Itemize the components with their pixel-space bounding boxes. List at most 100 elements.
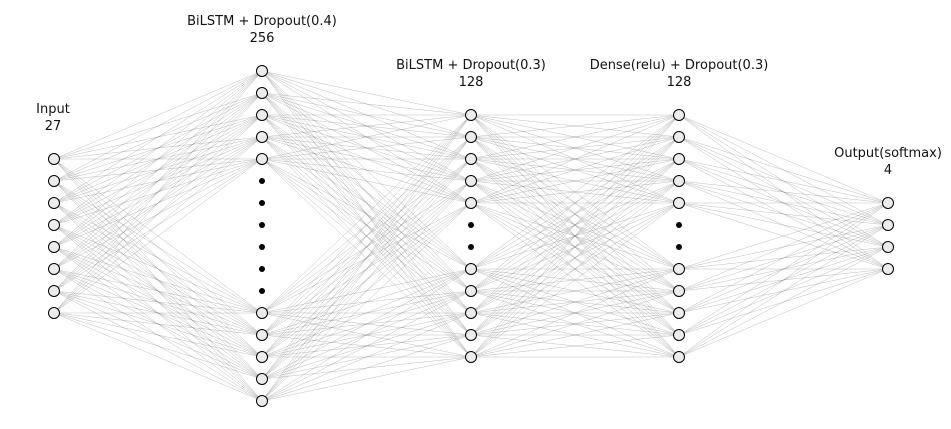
ellipsis-dot [259, 222, 265, 228]
connection-line [53, 312, 263, 402]
layer-units: 27 [44, 119, 62, 134]
connection-line [53, 70, 263, 270]
connection-line [678, 202, 889, 270]
connection-line [470, 334, 680, 358]
layer-units: 4 [883, 163, 893, 178]
layer-units: 128 [458, 75, 484, 90]
connection-line [53, 70, 263, 226]
connection-line [261, 268, 472, 402]
connection-line [470, 114, 680, 358]
neuron-node [256, 307, 268, 319]
neuron-node [673, 175, 685, 187]
ellipsis-dot [259, 288, 265, 294]
neuron-node [673, 351, 685, 363]
connection-line [261, 202, 472, 402]
connection-line [678, 158, 889, 204]
neuron-node [256, 131, 268, 143]
ellipsis-dot [468, 244, 474, 250]
connection-line [261, 114, 472, 138]
layer-name: Output(softmax) [834, 146, 942, 161]
connection-line [678, 180, 889, 204]
connection-line [470, 312, 680, 358]
neuron-node [673, 329, 685, 341]
connection-line [678, 202, 889, 336]
neuron-node [673, 285, 685, 297]
neuron-node [673, 197, 685, 209]
connection-line [678, 268, 889, 358]
connection-line [53, 224, 263, 314]
connection-line [470, 114, 680, 270]
ellipsis-dot [259, 244, 265, 250]
ellipsis-dot [259, 178, 265, 184]
neuron-node [48, 175, 60, 187]
connection-line [678, 136, 889, 204]
connection-line [53, 70, 263, 314]
connection-line [261, 114, 472, 314]
connection-line [470, 202, 680, 358]
connection-line [261, 136, 472, 160]
connection-line [470, 114, 680, 160]
connection-line [53, 136, 263, 314]
neuron-node [465, 285, 477, 297]
layer-name: Input [36, 102, 70, 117]
neuron-node [256, 109, 268, 121]
layer-title-dense: Dense(relu) + Dropout(0.3) 128 [590, 57, 769, 91]
neuron-node [48, 219, 60, 231]
connection-line [470, 114, 680, 182]
neuron-node [673, 131, 685, 143]
connection-line [470, 114, 680, 138]
neuron-node [465, 131, 477, 143]
connection-line [261, 158, 472, 204]
connection-line [470, 114, 680, 292]
connection-line [53, 70, 263, 292]
connection-line [261, 114, 472, 380]
neuron-node [673, 307, 685, 319]
layer-name: BiLSTM + Dropout(0.3) [396, 58, 546, 73]
neuron-node [256, 65, 268, 77]
connection-line [53, 290, 263, 314]
layer-name: Dense(relu) + Dropout(0.3) [589, 58, 769, 73]
connection-line [470, 114, 680, 204]
connection-line [53, 70, 263, 160]
connections [53, 70, 889, 402]
connection-line [470, 290, 680, 358]
layer-title-bilstm-2: BiLSTM + Dropout(0.3) 128 [396, 57, 546, 91]
connection-line [261, 70, 472, 116]
connection-line [53, 158, 263, 314]
connection-line [678, 114, 889, 204]
connection-line [53, 70, 263, 182]
connection-line [261, 92, 472, 116]
connection-line [470, 158, 680, 358]
neuron-node [882, 197, 894, 209]
neuron-node [48, 153, 60, 165]
neuron-node [256, 87, 268, 99]
layer-title-input: Input 27 [36, 101, 70, 135]
neurons [48, 65, 894, 407]
neuron-node [256, 351, 268, 363]
connection-line [678, 202, 889, 292]
neuron-node [465, 109, 477, 121]
connection-line [261, 180, 472, 402]
connection-line [678, 246, 889, 358]
neuron-node [673, 109, 685, 121]
layer-units: 128 [666, 75, 692, 90]
connection-line [470, 136, 680, 358]
connection-line [53, 114, 263, 314]
connection-line [678, 202, 889, 358]
neuron-node [48, 241, 60, 253]
connection-line [53, 312, 263, 380]
connection-line [470, 114, 680, 314]
connection-line [261, 356, 472, 402]
connection-line [261, 158, 472, 402]
neuron-node [465, 351, 477, 363]
neuron-node [48, 197, 60, 209]
connection-line [678, 202, 889, 248]
connection-line [53, 312, 263, 358]
ellipsis-dot [676, 222, 682, 228]
connection-line [678, 202, 889, 314]
connection-line [53, 312, 263, 336]
connection-line [470, 114, 680, 336]
connection-line [678, 224, 889, 358]
neuron-node [256, 329, 268, 341]
